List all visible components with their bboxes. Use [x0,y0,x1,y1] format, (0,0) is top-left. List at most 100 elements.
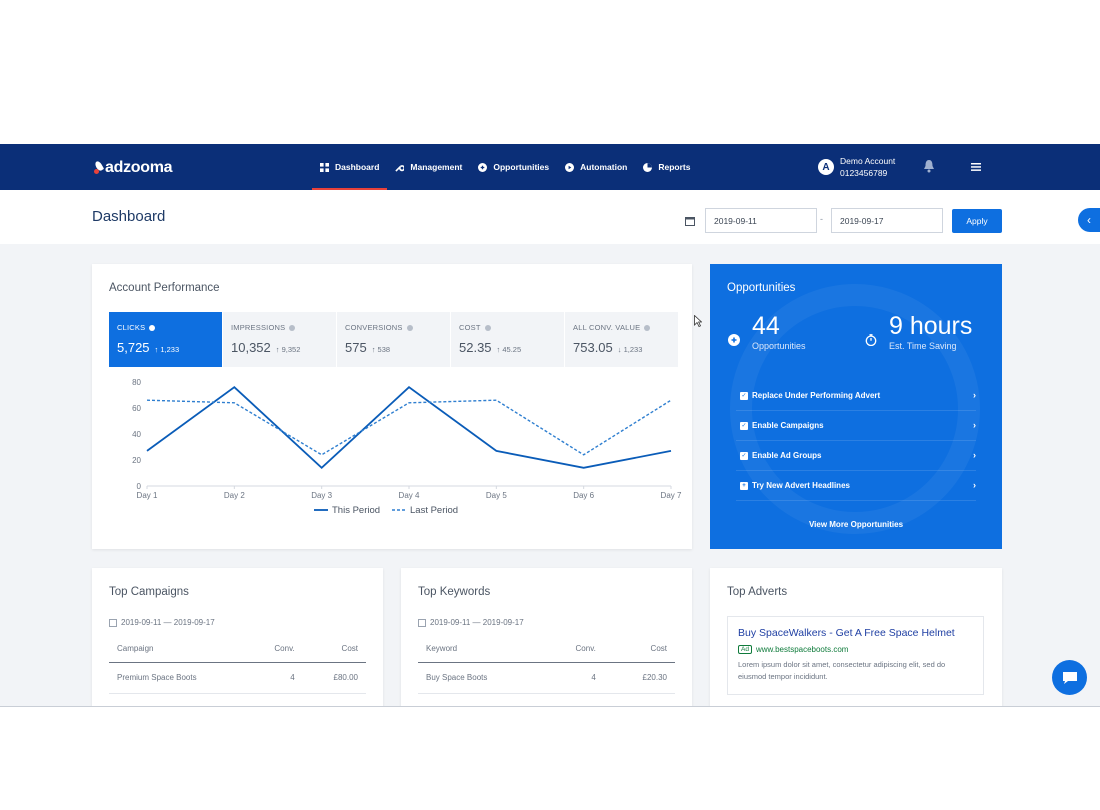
table-header-row: Keyword Conv. Cost [418,636,675,663]
info-icon [149,324,156,331]
x-tick-label: Day 3 [311,491,332,500]
metric-value: 753.05 [573,340,613,355]
table-row[interactable]: Premium Space Boots 4 £80.00 [109,662,366,694]
calendar-icon [109,618,117,627]
reports-icon [643,162,653,172]
card-title: Top Campaigns [109,586,189,598]
chevron-right-icon: › [973,420,976,430]
metric-delta: ↑ 1,233 [154,345,180,354]
metric-value: 52.35 [459,340,492,355]
date-from-input[interactable] [705,208,817,233]
metric-tab-impressions[interactable]: IMPRESSIONS 10,352 ↑ 9,352 [223,312,336,367]
opportunity-label: Enable Ad Groups [752,451,822,460]
x-tick-label: Day 6 [573,491,594,500]
account-name: Demo Account [840,156,896,166]
metric-delta: ↓ 1,233 [617,345,643,354]
column-header[interactable]: Conv. [245,636,303,663]
campaign-name: Premium Space Boots [109,662,246,694]
metric-tab-clicks[interactable]: CLICKS 5,725 ↑ 1,233 [109,312,222,367]
advert-preview[interactable]: Buy SpaceWalkers - Get A Free Space Helm… [727,616,984,695]
adzooma-logo[interactable]: adzooma [94,158,173,178]
time-saving-stat: 9 hours Est. Time Saving [865,311,972,351]
account-switcher[interactable]: A Demo Account 0123456789 [818,155,895,179]
calendar-icon[interactable] [685,216,695,226]
automation-icon [565,162,575,172]
stopwatch-icon [865,334,877,346]
cost-value: £80.00 [302,662,366,694]
top-campaigns-card: Top Campaigns 2019-09-11 — 2019-09-17 Ca… [92,568,383,706]
frame-edge [0,706,1100,707]
date-range-text: 2019-09-11 — 2019-09-17 [121,618,215,627]
table-row[interactable]: Buy Space Boots 4 £20.30 [418,662,675,694]
metric-tab-cost[interactable]: COST 52.35 ↑ 45.25 [451,312,564,367]
opportunities-icon [478,162,488,172]
y-tick-label: 60 [132,404,141,413]
x-tick-label: Day 4 [399,491,420,500]
page-title: Dashboard [92,208,166,225]
nav-dashboard[interactable]: Dashboard [312,144,388,190]
checkbox-icon: + [740,481,748,490]
nav-opportunities[interactable]: Opportunities [470,144,557,190]
main-nav: Dashboard Management Opportunities Autom… [312,144,698,190]
metric-tabs: CLICKS 5,725 ↑ 1,233 IMPRESSIONS 10,352 ↑ … [109,312,679,367]
opportunities-list: ✓ Replace Under Performing Advert › ✓ Enabl… [736,381,976,501]
legend-label: Last Period [410,505,458,516]
x-tick-label: Day 2 [224,491,245,500]
app-frame: adzooma Dashboard Management Opportuniti… [0,144,1100,706]
bell-icon[interactable] [923,159,935,173]
date-range: 2019-09-11 — 2019-09-17 [418,618,524,627]
top-adverts-card: Top Adverts Buy SpaceWalkers - Get A Fre… [710,568,1002,706]
metric-tab-conversions[interactable]: CONVERSIONS 575 ↑ 538 [337,312,450,367]
conv-value: 4 [539,662,604,694]
nav-management[interactable]: Management [387,144,470,190]
column-header[interactable]: Conv. [539,636,604,663]
opportunity-label: Replace Under Performing Advert [752,391,881,400]
opportunity-label: Try New Advert Headlines [752,481,850,490]
chevron-right-icon: › [973,390,976,400]
chevron-right-icon: › [973,480,976,490]
campaigns-table: Campaign Conv. Cost Premium Space Boots … [109,636,366,694]
column-header[interactable]: Campaign [109,636,246,663]
date-range-text: 2019-09-11 — 2019-09-17 [430,618,524,627]
cost-value: £20.30 [603,662,675,694]
opportunity-item[interactable]: + Try New Advert Headlines › [736,471,976,501]
opportunity-item[interactable]: ✓ Enable Ad Groups › [736,441,976,471]
opportunity-item[interactable]: ✓ Replace Under Performing Advert › [736,381,976,411]
nav-reports[interactable]: Reports [635,144,698,190]
legend-label: This Period [332,505,380,516]
x-tick-label: Day 7 [661,491,682,500]
metric-delta: ↑ 45.25 [496,345,522,354]
account-id: 0123456789 [840,168,888,178]
metric-value: 10,352 [231,340,271,355]
metric-tab-all-conv-value[interactable]: ALL CONV. VALUE 753.05 ↓ 1,233 [565,312,678,367]
sidebar-toggle-button[interactable]: ‹ [1078,208,1100,232]
opportunities-count: 44 [752,312,780,340]
date-separator: - [820,214,823,224]
chevron-right-icon: › [973,450,976,460]
column-header[interactable]: Cost [603,636,675,663]
opportunity-item[interactable]: ✓ Enable Campaigns › [736,411,976,441]
metric-value: 575 [345,340,367,355]
apply-button[interactable]: Apply [952,209,1002,233]
chevron-left-icon: ‹ [1087,213,1091,227]
hamburger-menu-icon[interactable] [971,163,981,171]
date-to-input[interactable] [831,208,943,233]
column-header[interactable]: Keyword [418,636,540,663]
nav-automation-label: Automation [580,162,628,172]
card-title: Top Adverts [727,586,788,598]
metric-label: COST [459,323,481,332]
x-tick-label: Day 1 [137,491,158,500]
metric-delta: ↑ 9,352 [275,345,301,354]
x-tick-label: Day 5 [486,491,507,500]
y-tick-label: 80 [132,378,141,387]
column-header[interactable]: Cost [302,636,366,663]
nav-automation[interactable]: Automation [557,144,635,190]
chat-button[interactable] [1052,660,1087,695]
mouse-cursor-icon [694,315,702,327]
view-more-opportunities-link[interactable]: View More Opportunities [808,520,904,529]
account-performance-card: Account Performance CLICKS 5,725 ↑ 1,233 … [92,264,692,549]
info-icon [289,324,296,331]
series-line-last-period [146,399,672,456]
checkbox-icon: ✓ [740,451,748,460]
advert-url: www.bestspaceboots.com [755,645,849,654]
